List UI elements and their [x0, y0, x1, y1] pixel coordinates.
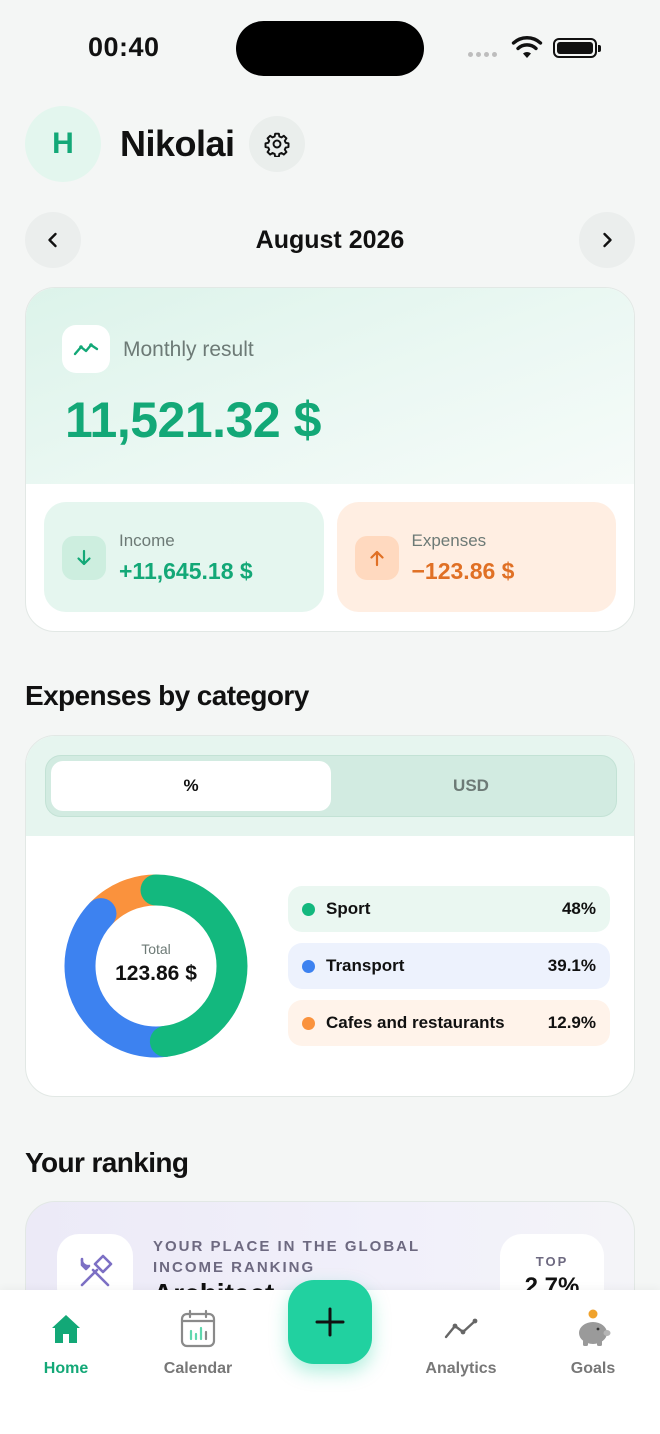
status-time: 00:40 [88, 32, 160, 62]
legend-dot [302, 902, 315, 916]
legend-item[interactable]: Sport 48% [288, 886, 610, 932]
income-expense-tiles: Income +11,645.18 $ Expenses −123.86 $ [44, 502, 616, 612]
unit-toggle-area: % USD [26, 736, 634, 836]
legend-dot [302, 959, 315, 973]
category-legend: Sport 48% Transport 39.1% Cafes and restaura… [288, 886, 610, 1057]
expenses-value: −123.86 $ [411, 558, 515, 584]
tools-icon [80, 1254, 113, 1287]
chevron-right-icon [603, 232, 612, 248]
tab-analytics[interactable]: Analytics [406, 1308, 516, 1378]
expenses-tile[interactable]: Expenses −123.86 $ [336, 502, 616, 612]
expenses-label: Expenses [411, 531, 487, 550]
status-bar: 00:40 [0, 0, 660, 96]
monthly-result-value: 11,521.32 $ [65, 392, 321, 448]
income-value: +11,645.18 $ [119, 558, 253, 584]
profile-header: H Nikolai [25, 106, 305, 182]
top-label: TOP [535, 1254, 569, 1269]
donut-segment-sport [64, 874, 248, 1058]
previous-month-button[interactable] [25, 212, 81, 268]
unit-toggle: % USD [45, 755, 617, 817]
expenses-donut-chart [64, 874, 248, 1058]
tab-home-label: Home [43, 1360, 89, 1377]
donut-total-label: Total [141, 941, 171, 957]
legend-percent: 39.1% [547, 956, 596, 975]
tab-goals[interactable]: Goals [538, 1308, 648, 1378]
trend-line-icon [73, 343, 99, 356]
tab-calendar-label: Calendar [163, 1360, 233, 1377]
month-navigation: August 2026 [25, 212, 635, 268]
expenses-by-category-card: % USD Total 123.86 $ Sport 48% Transport 39… [25, 735, 635, 1097]
ranking-title: Your ranking [25, 1147, 189, 1178]
legend-item[interactable]: Cafes and restaurants 12.9% [288, 1000, 610, 1046]
avatar-initial: H [52, 127, 74, 160]
monthly-result-header: Monthly result 11,521.32 $ [26, 288, 634, 484]
piggy-bank-icon [579, 1309, 611, 1346]
income-label: Income [119, 531, 175, 550]
gear-icon [264, 132, 290, 157]
tab-calendar[interactable]: Calendar [143, 1308, 253, 1378]
calendar-icon [180, 1309, 216, 1348]
home-icon [52, 1315, 80, 1343]
legend-item[interactable]: Transport 39.1% [288, 943, 610, 989]
next-month-button[interactable] [579, 212, 635, 268]
legend-percent: 12.9% [547, 1013, 596, 1032]
income-tile[interactable]: Income +11,645.18 $ [44, 502, 324, 612]
donut-total-value: 123.86 $ [115, 962, 197, 985]
expenses-by-category-title: Expenses by category [25, 680, 309, 711]
plus-icon [315, 1307, 345, 1337]
legend-name: Cafes and restaurants [326, 1013, 505, 1032]
income-icon-box [62, 536, 106, 580]
trend-icon-box [62, 325, 110, 373]
tab-home[interactable]: Home [11, 1308, 121, 1378]
legend-percent: 48% [561, 899, 596, 918]
chevron-left-icon [48, 232, 57, 248]
legend-name: Transport [326, 956, 405, 975]
legend-name: Sport [326, 899, 371, 918]
arrow-up-icon [369, 550, 384, 567]
wifi-icon [511, 36, 543, 58]
dynamic-island [236, 21, 424, 76]
battery-icon [553, 38, 601, 58]
tab-analytics-label: Analytics [425, 1360, 497, 1377]
monthly-result-label: Monthly result [123, 338, 254, 361]
settings-button[interactable] [248, 116, 305, 172]
arrow-down-icon [77, 549, 91, 566]
toggle-percent[interactable]: % [51, 761, 331, 811]
toggle-usd[interactable]: USD [453, 776, 489, 795]
user-name: Nikolai [120, 123, 235, 164]
legend-dot [302, 1016, 315, 1030]
month-label: August 2026 [255, 226, 405, 254]
tab-goals-label: Goals [570, 1360, 616, 1377]
analytics-icon [444, 1318, 478, 1339]
expenses-icon-box [354, 536, 399, 580]
add-transaction-button[interactable] [288, 1280, 372, 1364]
cellular-signal-icon [468, 52, 497, 57]
monthly-result-card: Monthly result 11,521.32 $ Income +11,64… [25, 287, 635, 632]
avatar[interactable]: H [25, 106, 101, 182]
ranking-heading: YOUR PLACE IN THE GLOBAL INCOME RANKING [153, 1238, 420, 1276]
